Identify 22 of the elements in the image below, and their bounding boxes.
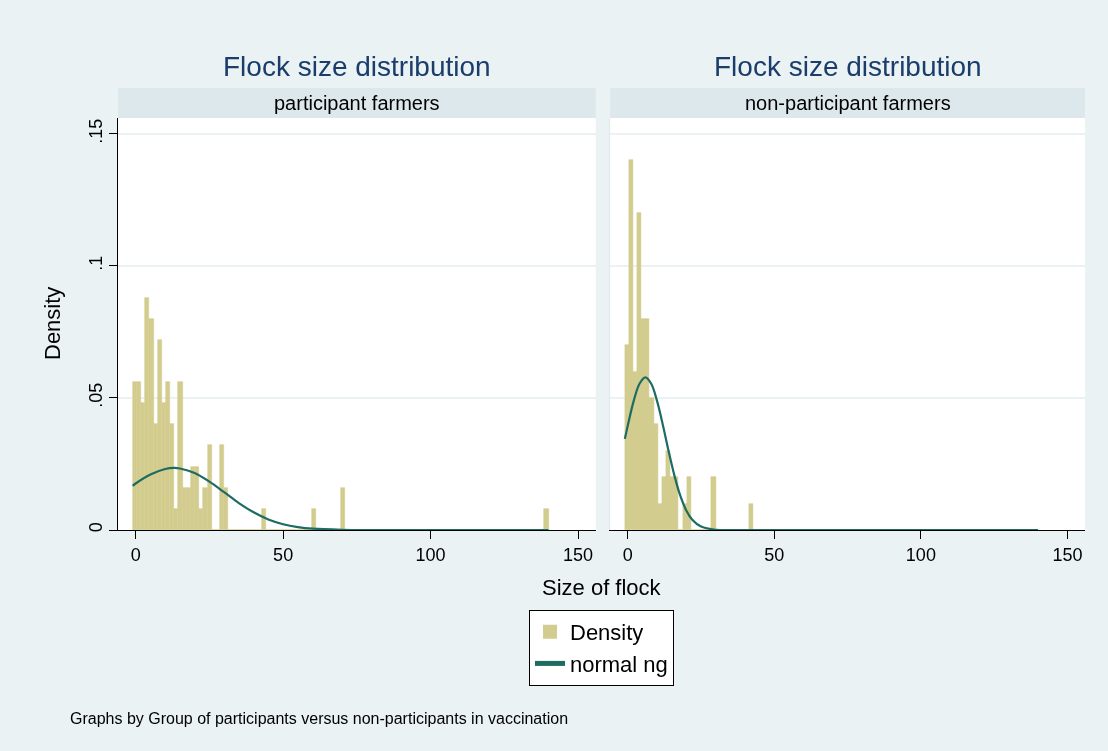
text: Graphs by Group of participants versus non-participants in vaccination xyxy=(70,710,569,727)
x-tick-label: 0 xyxy=(130,544,141,565)
chart-subtitle: participant farmers xyxy=(274,92,440,114)
x-tick-label: 150 xyxy=(1052,544,1083,565)
chart-title: Flock size distribution xyxy=(714,51,982,82)
y-tick-label: .05 xyxy=(85,382,106,408)
line-series xyxy=(131,466,550,530)
x-tick-label: 0 xyxy=(622,544,633,565)
y-tick-label: .1 xyxy=(85,255,106,271)
x-tick-label: 100 xyxy=(905,544,936,565)
x-tick-label: 150 xyxy=(562,544,594,565)
y-axis-title: Density xyxy=(40,286,65,360)
y-tick-label: 0 xyxy=(85,522,106,533)
chart-title: Flock size distribution xyxy=(223,51,491,82)
x-axis-title: Size of flock xyxy=(542,575,662,600)
x-tick-label: 50 xyxy=(273,544,294,565)
x-tick-label: 50 xyxy=(764,544,785,565)
legend-label: normal ng xyxy=(570,651,668,677)
chart-subtitle: non-participant farmers xyxy=(745,92,951,114)
y-tick-label: .15 xyxy=(85,118,106,144)
x-tick-label: 100 xyxy=(415,544,446,565)
legend-label: Density xyxy=(570,620,644,646)
